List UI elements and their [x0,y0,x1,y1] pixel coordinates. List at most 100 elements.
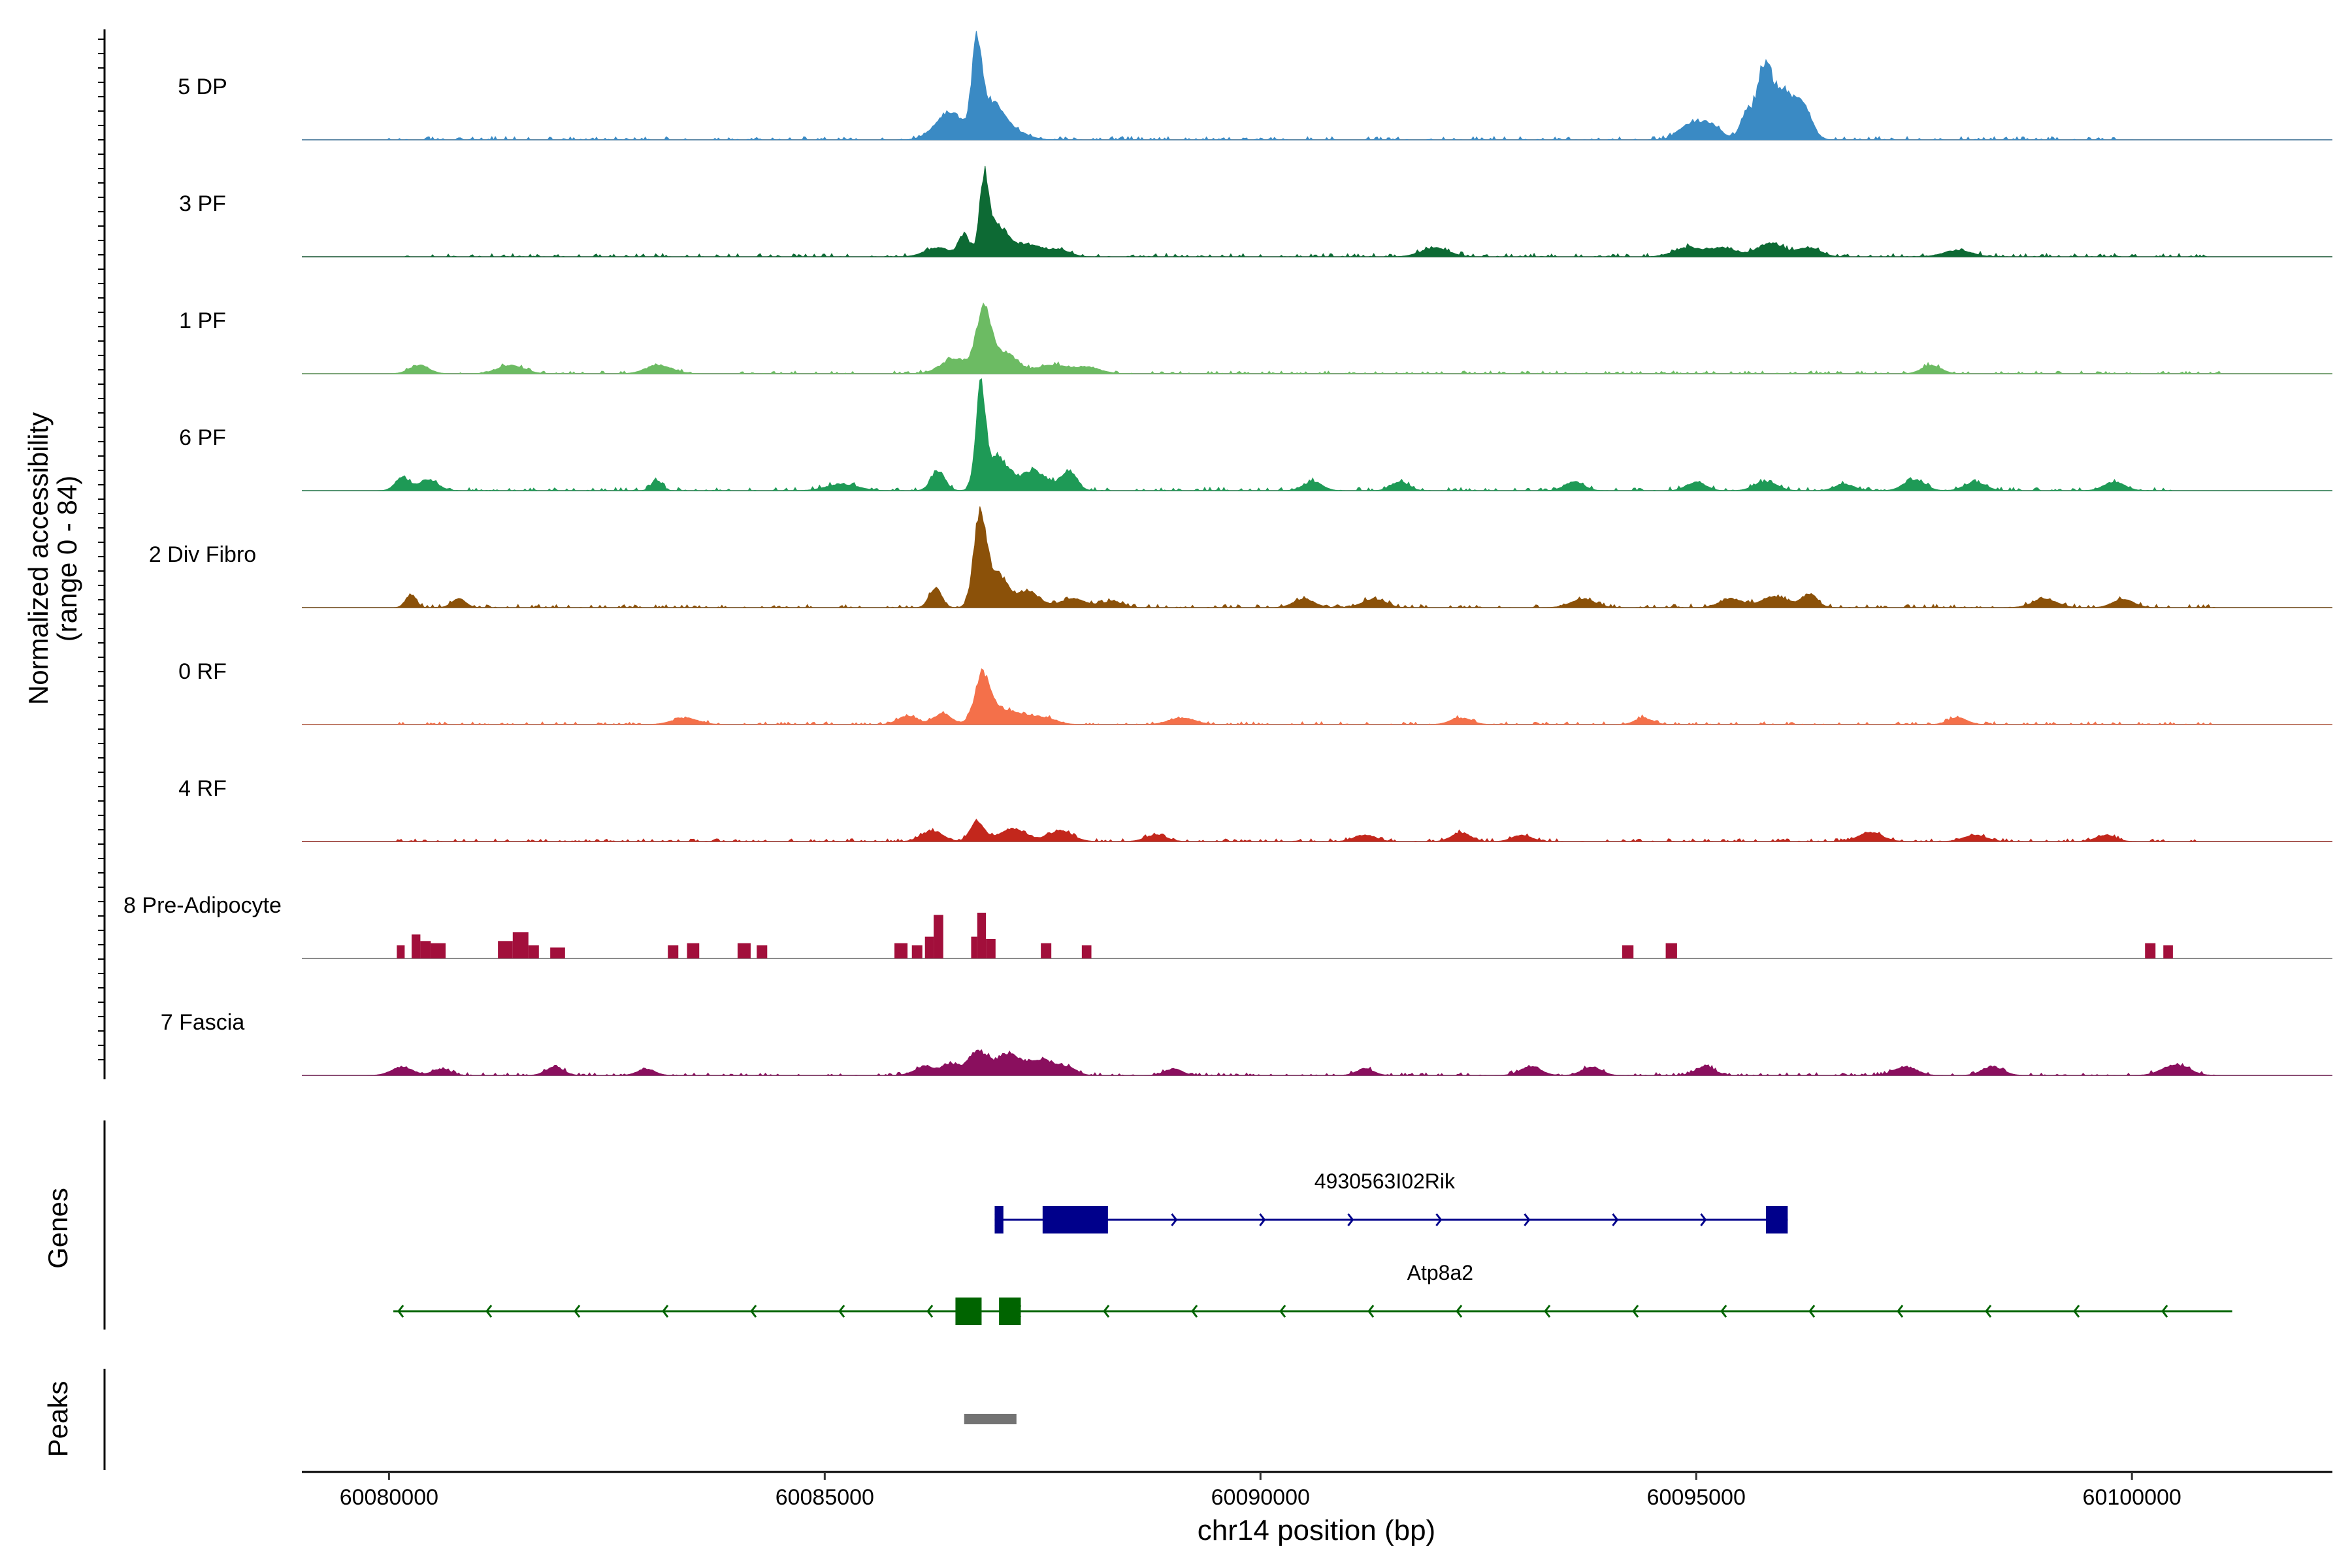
strand-arrow [838,1305,845,1318]
track-label: 4 RF [178,776,227,801]
track-7-fascia: 7 Fascia [161,1010,2332,1076]
y-axis-label-line2: (range 0 - 84) [52,476,82,642]
coverage-block [550,947,565,958]
track-6-pf: 6 PF [179,378,2332,491]
exon [1765,1206,1788,1233]
strand-arrow [2161,1305,2168,1318]
coverage-area [302,506,2332,609]
y-axis-label-line1: Normalized accessibility [23,412,54,705]
x-axis-title: chr14 position (bp) [1198,1514,1435,1546]
coverage-block [498,941,513,958]
track-label: 8 Pre-Adipocyte [123,893,282,918]
track-4-rf: 4 RF [178,776,2332,842]
track-label: 3 PF [179,191,226,216]
coverage-area [302,302,2332,374]
coverage-block [1041,943,1052,958]
track-5-dp: 5 DP [178,31,2332,141]
gene-name: 4930563I02Rik [1315,1169,1456,1193]
track-label: 1 PF [179,308,226,333]
strand-arrow [1985,1305,1992,1318]
coverage-block [397,945,405,958]
coverage-area [302,378,2332,491]
coverage-block [986,939,996,958]
x-tick-label: 60100000 [2083,1485,2181,1510]
coverage-block [1622,945,1634,958]
strand-arrow [1720,1305,1727,1318]
coverage-block [2163,945,2173,958]
track-1-pf: 1 PF [179,302,2332,374]
strand-arrow [574,1305,581,1318]
strand-arrow [1700,1213,1707,1226]
strand-arrow [1191,1305,1198,1318]
strand-arrow [750,1305,757,1318]
accessibility-axis [98,29,106,1079]
track-2-div-fibro: 2 Div Fibro [149,506,2332,609]
coverage-area [302,165,2332,257]
exon [994,1206,1004,1233]
coverage-area [302,819,2332,842]
strand-arrow [1544,1305,1551,1318]
coverage-area [302,668,2332,725]
coverage-block [512,932,529,958]
gene-track: Genes 4930563I02Rik Atp8a2 [42,1120,2232,1330]
exon [955,1298,982,1325]
coverage-block [757,945,768,958]
x-tick-label: 60090000 [1211,1485,1310,1510]
strand-arrow [1897,1305,1904,1318]
coverage-block [1665,943,1677,958]
coverage-block [971,936,977,958]
exon [999,1298,1021,1325]
track-8-pre-adipocyte: 8 Pre-Adipocyte [123,893,2332,959]
gene-atp8a2: Atp8a2 [393,1261,2232,1325]
strand-arrow [1171,1213,1178,1226]
track-label: 0 RF [178,659,227,684]
strand-arrow [485,1305,493,1318]
strand-arrow [1524,1213,1531,1226]
x-tick-label: 60095000 [1647,1485,1746,1510]
strand-arrow [1612,1213,1619,1226]
strand-arrow [1632,1305,1639,1318]
track-label: 7 Fascia [161,1010,245,1035]
strand-arrow [2073,1305,2080,1318]
track-label: 2 Div Fibro [149,542,256,567]
peaks-track: Peaks [42,1369,1017,1470]
coverage-block [737,943,751,958]
gene-name: Atp8a2 [1407,1261,1473,1284]
exon [1042,1206,1108,1233]
peak-region [964,1414,1017,1424]
coverage-block [924,936,934,958]
strand-arrow [1259,1213,1266,1226]
coverage-block [911,945,923,958]
coverage-block [687,943,700,958]
track-0-rf: 0 RF [178,659,2332,725]
strand-arrow [1367,1305,1375,1318]
coverage-block [668,945,679,958]
coverage-block [420,941,431,958]
strand-arrow [926,1305,934,1318]
x-axis: 60080000 60085000 60090000 60095000 60100000 [302,1471,2332,1510]
coverage-area [302,31,2332,141]
strand-arrow [1279,1305,1286,1318]
coverage-tracks: 5 DP 3 PF 1 PF 6 PF 2 Div Fibro 0 RF 4 RF 8 Pre… [98,29,2332,1079]
coverage-block [528,945,539,958]
strand-arrow [1456,1305,1463,1318]
coverage-block [2145,943,2156,958]
strand-arrow [397,1305,404,1318]
track-label: 5 DP [178,74,227,99]
strand-arrow [1103,1305,1110,1318]
peaks-track-label: Peaks [42,1381,73,1458]
coverage-block [894,943,908,958]
strand-arrow [662,1305,669,1318]
coverage-block [431,943,446,958]
track-3-pf: 3 PF [179,165,2332,257]
coverage-area [302,1049,2332,1076]
coverage-block [934,915,943,958]
gene-4930563i02rik: 4930563I02Rik [994,1169,1788,1233]
track-label: 6 PF [179,425,226,450]
strand-arrow [1808,1305,1816,1318]
genes-track-label: Genes [42,1188,73,1269]
coverage-block [1081,945,1092,958]
strand-arrow [1347,1213,1354,1226]
x-tick-label: 60080000 [340,1485,438,1510]
